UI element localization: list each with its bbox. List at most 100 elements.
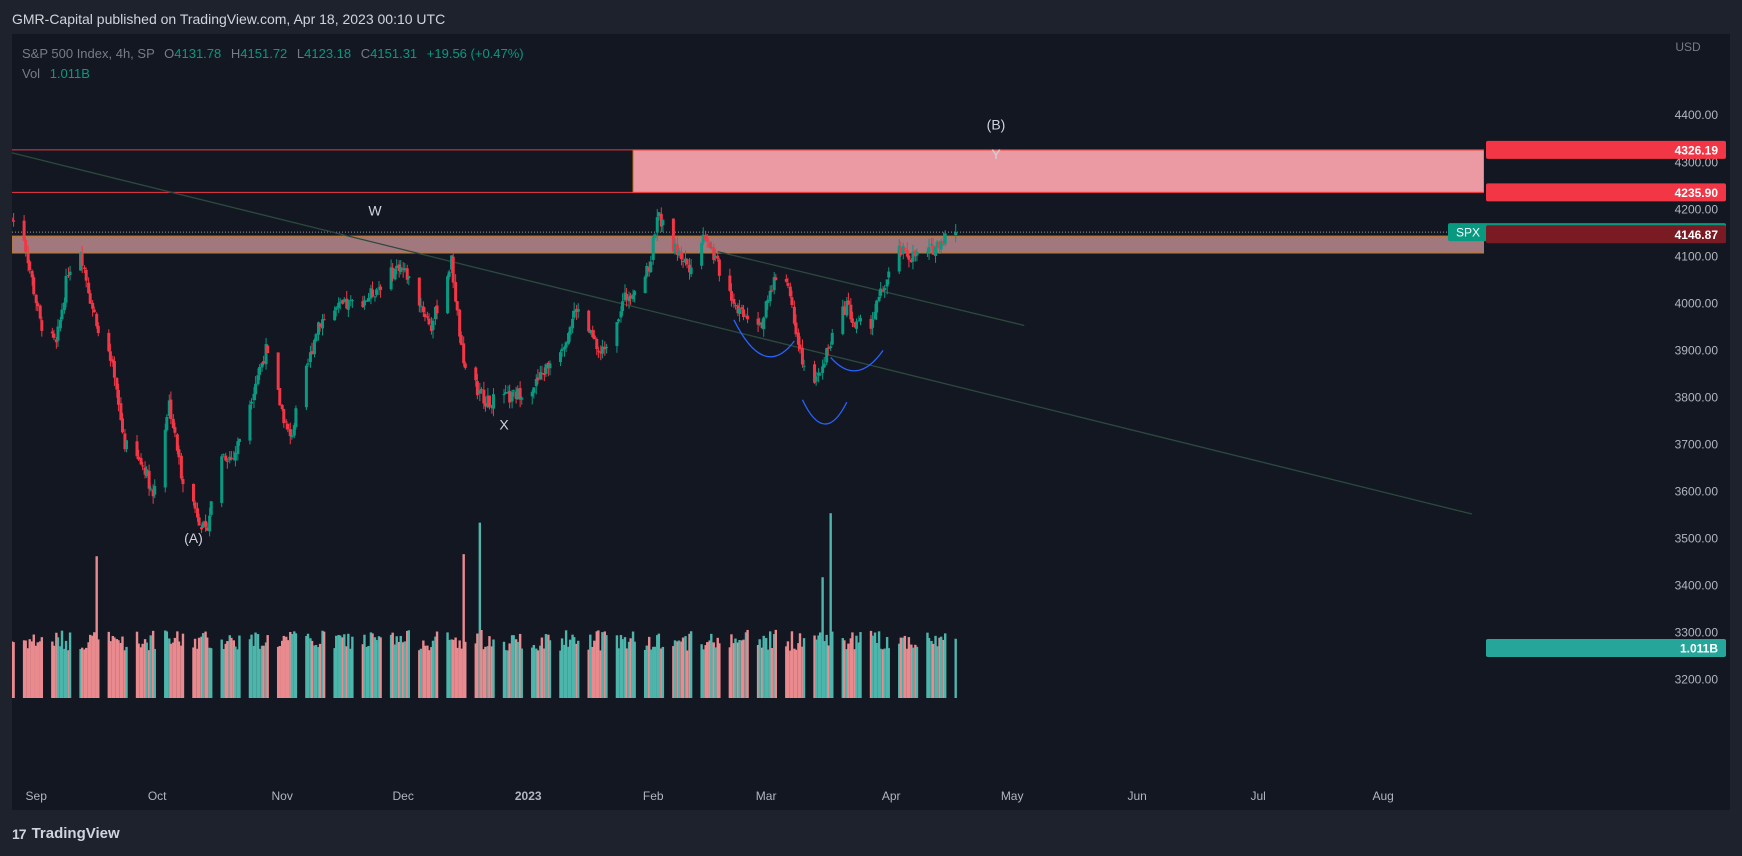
candle[interactable]: [419, 305, 423, 307]
candle[interactable]: [520, 397, 524, 400]
candle[interactable]: [770, 290, 774, 292]
candle[interactable]: [800, 347, 804, 365]
candle[interactable]: [717, 259, 721, 276]
candle[interactable]: [196, 508, 200, 518]
candle[interactable]: [165, 417, 169, 431]
candle[interactable]: [633, 291, 637, 296]
candle[interactable]: [822, 363, 826, 368]
candle[interactable]: [163, 429, 167, 488]
candle[interactable]: [830, 332, 834, 345]
candle[interactable]: [193, 502, 197, 509]
candle[interactable]: [169, 399, 173, 420]
candle[interactable]: [60, 309, 64, 320]
candle[interactable]: [729, 291, 733, 301]
candle[interactable]: [563, 347, 567, 350]
candle[interactable]: [208, 515, 212, 532]
candle[interactable]: [887, 271, 891, 278]
candle[interactable]: [125, 440, 129, 450]
candle[interactable]: [627, 296, 631, 302]
candle[interactable]: [337, 302, 341, 309]
candle[interactable]: [282, 409, 286, 424]
candle[interactable]: [939, 241, 943, 250]
candle[interactable]: [50, 331, 54, 334]
candle[interactable]: [26, 253, 30, 264]
candle[interactable]: [518, 388, 522, 400]
candle[interactable]: [405, 268, 409, 280]
candle[interactable]: [909, 259, 913, 263]
candle[interactable]: [232, 458, 236, 460]
symbol-info[interactable]: S&P 500 Index, 4h, SP: [22, 46, 155, 61]
candle[interactable]: [366, 298, 370, 302]
candle[interactable]: [954, 232, 958, 236]
candle[interactable]: [492, 394, 496, 409]
candle[interactable]: [560, 348, 564, 351]
candle[interactable]: [92, 309, 96, 313]
price-tag[interactable]: [1486, 140, 1726, 159]
candle[interactable]: [935, 241, 939, 248]
candle[interactable]: [135, 441, 139, 457]
candle[interactable]: [859, 318, 863, 322]
candle[interactable]: [38, 305, 42, 319]
zone-resistance[interactable]: [12, 235, 1485, 254]
candle[interactable]: [572, 310, 576, 318]
candle[interactable]: [925, 251, 929, 253]
candle[interactable]: [842, 306, 846, 315]
candle[interactable]: [758, 322, 762, 325]
candle[interactable]: [738, 308, 742, 314]
candle[interactable]: [56, 326, 60, 341]
candle[interactable]: [290, 435, 294, 438]
candle[interactable]: [762, 317, 766, 329]
candle[interactable]: [575, 308, 579, 312]
candle[interactable]: [788, 286, 792, 297]
candle[interactable]: [87, 282, 91, 294]
candle[interactable]: [91, 302, 95, 309]
candle[interactable]: [12, 218, 14, 220]
candle[interactable]: [153, 486, 157, 495]
candle[interactable]: [655, 217, 659, 233]
candle[interactable]: [911, 251, 915, 262]
candle[interactable]: [24, 239, 28, 252]
candle[interactable]: [237, 438, 241, 443]
candle[interactable]: [345, 298, 349, 309]
candle[interactable]: [391, 267, 395, 279]
candle[interactable]: [508, 391, 512, 403]
candle[interactable]: [792, 306, 796, 324]
candle[interactable]: [143, 467, 147, 475]
candle[interactable]: [490, 405, 494, 409]
candle[interactable]: [651, 236, 655, 261]
pattern-curve[interactable]: [733, 319, 795, 358]
candle[interactable]: [853, 322, 857, 328]
candle[interactable]: [829, 346, 833, 349]
candle[interactable]: [825, 348, 829, 363]
candle[interactable]: [675, 244, 679, 255]
candle[interactable]: [631, 294, 635, 300]
candle[interactable]: [506, 392, 510, 394]
candle[interactable]: [403, 268, 407, 271]
candle[interactable]: [643, 276, 647, 294]
candle[interactable]: [316, 322, 320, 335]
candle[interactable]: [278, 387, 282, 406]
candle[interactable]: [786, 283, 790, 286]
candle[interactable]: [516, 388, 520, 400]
candle[interactable]: [474, 367, 478, 381]
candle[interactable]: [254, 383, 258, 395]
candle[interactable]: [423, 313, 427, 318]
candle[interactable]: [746, 315, 750, 320]
candle[interactable]: [236, 441, 240, 455]
candle[interactable]: [688, 264, 692, 273]
candle[interactable]: [284, 421, 288, 423]
candle[interactable]: [764, 301, 768, 318]
candle[interactable]: [248, 404, 252, 441]
candle[interactable]: [546, 362, 550, 369]
candle[interactable]: [558, 352, 562, 363]
candle[interactable]: [683, 258, 687, 263]
candle[interactable]: [850, 318, 854, 323]
candle[interactable]: [899, 247, 903, 256]
candle[interactable]: [913, 250, 917, 257]
candle[interactable]: [796, 332, 800, 345]
candle[interactable]: [733, 304, 737, 306]
candle[interactable]: [389, 267, 393, 290]
candle[interactable]: [728, 275, 732, 291]
candle[interactable]: [544, 364, 548, 374]
candle[interactable]: [713, 255, 717, 259]
